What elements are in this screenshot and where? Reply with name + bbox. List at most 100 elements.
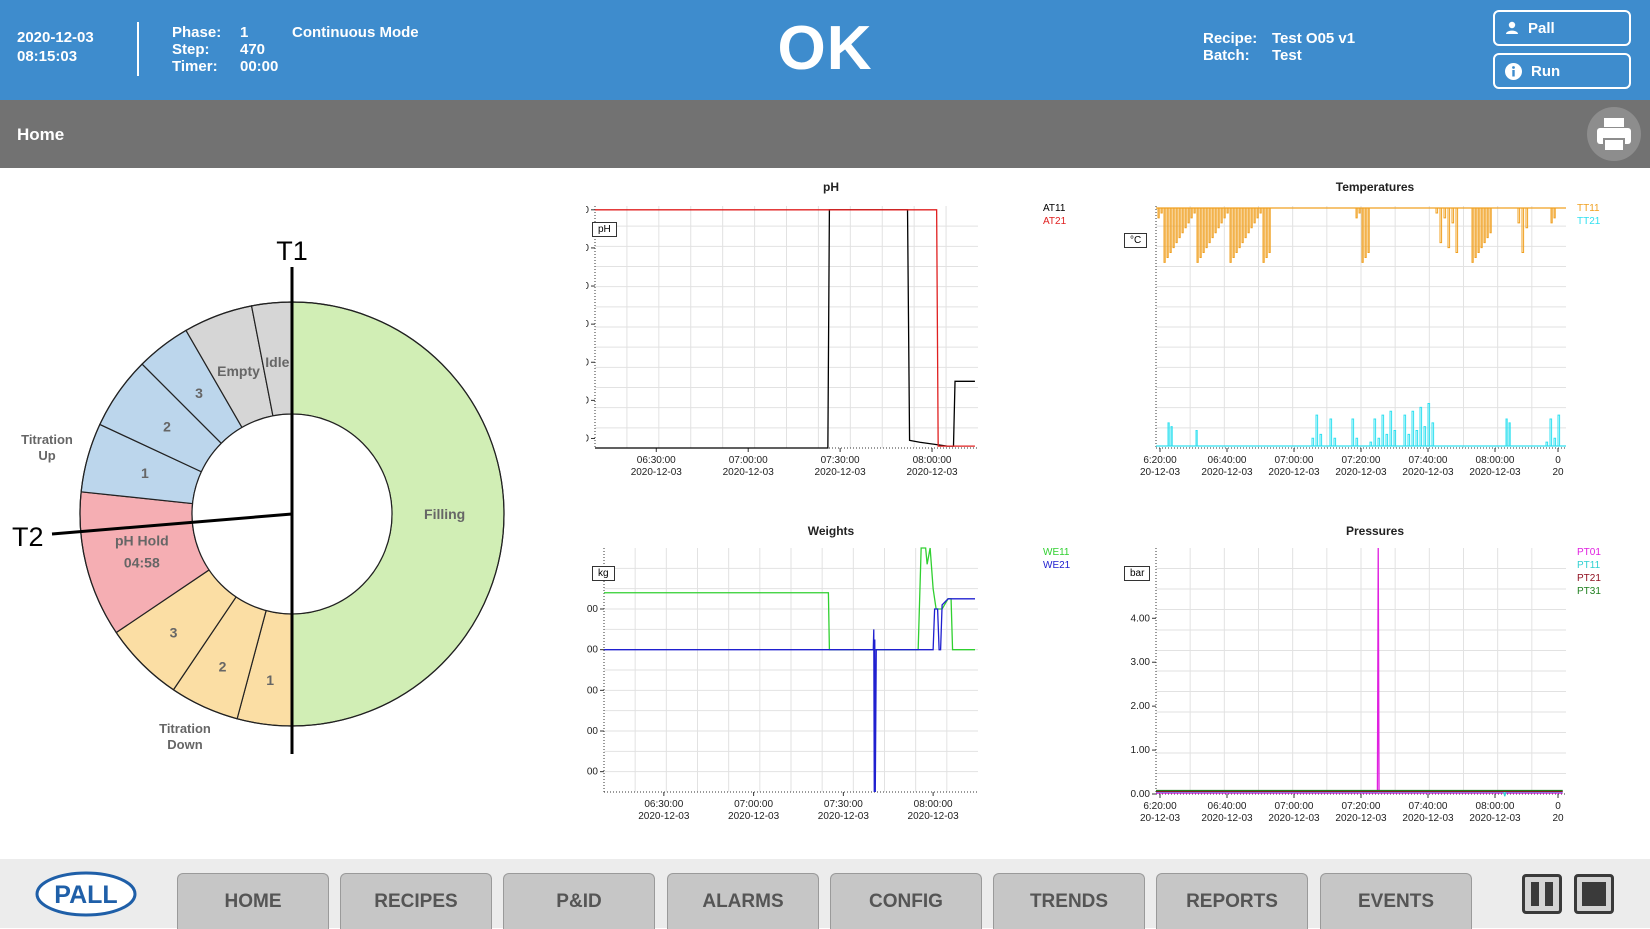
y-tick-label: 4.00 (1131, 613, 1151, 624)
donut-segment-label: 2 (163, 418, 171, 434)
pressures-unit-box: bar (1124, 566, 1151, 581)
x-tick-date: 2020-12-03 (815, 467, 867, 478)
phase-label: Phase: (172, 24, 222, 41)
x-tick-date: 2020-12-03 (908, 811, 960, 822)
legend-we21: WE21 (1043, 560, 1071, 571)
x-tick-label: 06:40:00 (1208, 801, 1247, 812)
x-tick-label: 07:00:00 (1275, 455, 1314, 466)
nav-home[interactable]: HOME (177, 873, 329, 929)
t1-marker-label: T1 (276, 236, 308, 266)
temperature-unit-box: °C (1124, 233, 1148, 248)
donut-segment-label: Idle (265, 354, 289, 370)
donut-segment-timer: 04:58 (124, 554, 160, 570)
x-tick-label: 07:00:00 (729, 455, 768, 466)
weights-legend: WE11 WE21 (1043, 546, 1070, 572)
pause-button[interactable] (1522, 874, 1562, 914)
ph-trend-chart: pH 16.00 14.00 12.00 10.00 8.00 6.00 4.00 06:30… (564, 180, 1076, 480)
t2-marker-line (51, 512, 293, 536)
donut-segment-label: pH Hold (115, 532, 169, 548)
nav-reports[interactable]: REPORTS (1156, 873, 1308, 929)
nav-recipes[interactable]: RECIPES (340, 873, 492, 929)
printer-icon (1597, 118, 1631, 152)
pall-logo[interactable]: PALL (35, 870, 139, 920)
y-tick-label: -60.00 (586, 767, 598, 778)
stop-button[interactable] (1574, 874, 1614, 914)
x-tick-date: 2020-12-03 (818, 811, 870, 822)
legend-at21: AT21 (1043, 216, 1067, 227)
chart-title: Temperatures (1335, 180, 1415, 194)
x-tick-label: 06:30:00 (637, 455, 676, 466)
recipe-value: Test O05 v1 (1272, 30, 1356, 47)
series-line-tt11 (1435, 207, 1459, 254)
y-tick-label: 2.00 (1131, 701, 1151, 712)
x-tick-date: 2020-12-03 (638, 811, 690, 822)
x-tick-date: 2020-12-03 (1335, 467, 1387, 478)
series-line-tt21 (1403, 403, 1435, 447)
x-tick-date: 20-12-03 (1140, 813, 1180, 824)
x-tick-date: 2020-12-03 (1268, 813, 1320, 824)
step-label: Step: (172, 41, 210, 58)
x-tick-label: 07:20:00 (1342, 455, 1381, 466)
print-button[interactable] (1587, 107, 1641, 161)
x-tick-date: 2020-12-03 (631, 467, 683, 478)
x-tick-date: 20-12-03 (1140, 467, 1180, 478)
x-tick-label: 07:00:00 (1275, 801, 1314, 812)
date-time: 2020-12-03 08:15:03 (17, 28, 94, 66)
y-tick-label: 1.00 (1131, 745, 1151, 756)
nav-alarms[interactable]: ALARMS (667, 873, 819, 929)
titration-up-label: Titration Up (21, 432, 73, 463)
legend-at11: AT11 (1043, 203, 1066, 214)
recipe-info: Recipe: Test O05 v1 Batch: Test (1203, 30, 1355, 64)
y-tick-label: -20.00 (586, 685, 598, 696)
phase-info: Phase: 1 Step: 470 Timer: 00:00 (172, 24, 278, 75)
y-tick-label: 4.00 (586, 433, 589, 444)
run-mode-button[interactable]: Run (1493, 53, 1631, 89)
series-line-tt11 (1157, 207, 1271, 263)
x-tick-label: 08:00:00 (914, 799, 953, 810)
nav-trends[interactable]: TRENDS (993, 873, 1145, 929)
y-tick-label: -40.00 (586, 726, 598, 737)
top-status-bar: 2020-12-03 08:15:03 Phase: 1 Step: 470 Tim… (0, 0, 1650, 100)
ph-legend: AT11 AT21 (1043, 202, 1066, 228)
y-tick-label: 6.00 (586, 395, 589, 406)
nav-events[interactable]: EVENTS (1320, 873, 1472, 929)
series-line-tt21 (1351, 418, 1359, 447)
donut-segment-label: 3 (195, 385, 203, 401)
legend-we11: WE11 (1043, 547, 1070, 558)
donut-segment-label: 3 (170, 624, 178, 640)
titration-down-label: Titration Down (159, 721, 211, 752)
ph-plot: 16.00 14.00 12.00 10.00 8.00 6.00 4.00 06:30:00… (564, 205, 978, 478)
x-tick-label: 07:30:00 (821, 455, 860, 466)
nav-pid[interactable]: P&ID (503, 873, 655, 929)
x-tick-label: 0 (1555, 801, 1561, 812)
x-tick-label: 07:30:00 (824, 799, 863, 810)
y-tick-label: 0.00 (1131, 789, 1151, 800)
series-line-tt21 (1545, 414, 1561, 447)
x-tick-label: 07:00:00 (734, 799, 773, 810)
legend-pt01: PT01 (1577, 547, 1601, 558)
weights-unit-box: kg (592, 566, 615, 581)
x-tick-date: 2020-12-03 (728, 811, 780, 822)
legend-tt21: TT21 (1577, 216, 1601, 227)
x-tick-date: 20 (1552, 813, 1564, 824)
dashboard-main: Filling 1 2 3 pH Hold 04:58 1 2 3 Empty Idle T1 T2… (0, 168, 1650, 859)
user-button-label: Pall (1528, 19, 1555, 37)
series-line-at11 (595, 209, 975, 449)
series-line-tt11 (1471, 207, 1492, 263)
x-tick-label: 07:40:00 (1409, 801, 1448, 812)
batch-value: Test (1272, 47, 1302, 64)
series-line-tt11 (1550, 207, 1556, 224)
x-tick-label: 07:40:00 (1409, 455, 1448, 466)
legend-tt11: TT11 (1577, 203, 1600, 214)
x-tick-date: 2020-12-03 (1201, 813, 1253, 824)
y-tick-label: 20.00 (586, 604, 598, 615)
x-tick-date: 2020-12-03 (1268, 467, 1320, 478)
nav-config[interactable]: CONFIG (830, 873, 982, 929)
series-line-tt21 (1167, 422, 1173, 447)
stop-icon (1582, 882, 1606, 906)
weights-trend-chart: Weights 20.00 0.00 -20.00 -40.00 -60.00 06:30… (570, 524, 1076, 824)
user-button[interactable]: Pall (1493, 10, 1631, 46)
timer-label: Timer: (172, 58, 218, 75)
x-tick-date: 20 (1552, 467, 1564, 478)
